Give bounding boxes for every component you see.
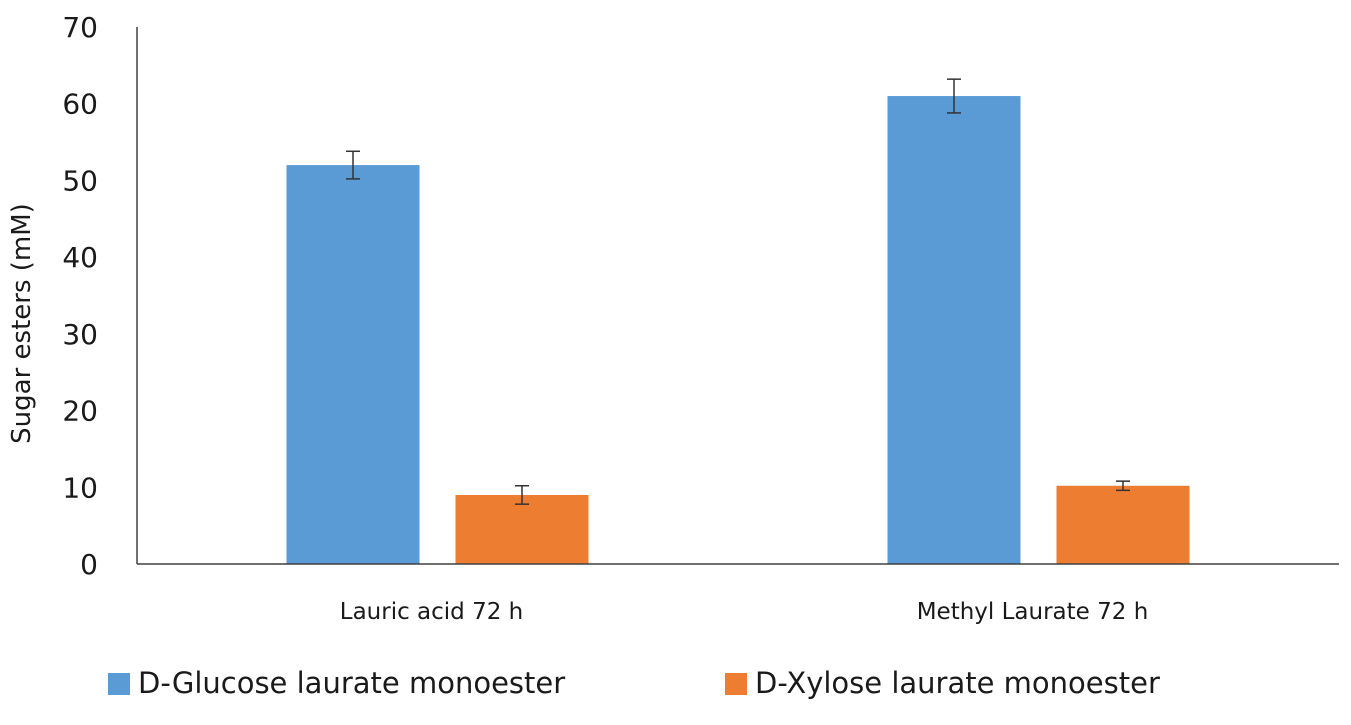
y-axis: 0 10 20 30 40 50 60 70 <box>62 11 138 581</box>
y-tick-label: 0 <box>80 548 98 581</box>
y-tick-label: 60 <box>62 88 98 121</box>
legend-label: D-Glucose laurate monoester <box>138 666 565 700</box>
error-bar <box>515 485 529 505</box>
error-bar <box>1116 480 1130 492</box>
y-tick-label: 70 <box>62 11 98 44</box>
x-tick-label: Lauric acid 72 h <box>340 599 523 625</box>
bar-glucose-1 <box>286 165 420 565</box>
y-tick-label: 10 <box>62 471 98 504</box>
y-axis-title: Sugar esters (mM) <box>7 203 37 444</box>
legend-swatch <box>108 673 130 695</box>
bar-xylose-2 <box>1056 485 1190 564</box>
legend: D-Glucose laurate monoester D-Xylose laur… <box>108 666 1160 700</box>
bar-xylose-1 <box>455 494 589 564</box>
bars <box>286 96 1190 565</box>
y-tick-label: 30 <box>62 318 98 351</box>
error-bar <box>346 150 360 180</box>
legend-label: D-Xylose laurate monoester <box>755 666 1160 700</box>
error-bars <box>346 78 1130 505</box>
legend-item: D-Glucose laurate monoester <box>108 666 565 700</box>
bar-glucose-2 <box>887 96 1021 565</box>
legend-swatch <box>725 673 747 695</box>
y-tick-label: 50 <box>62 164 98 197</box>
x-tick-label: Methyl Laurate 72 h <box>917 599 1149 625</box>
x-axis: Lauric acid 72 h Methyl Laurate 72 h <box>137 563 1339 625</box>
error-bar <box>947 78 961 114</box>
y-tick-label: 40 <box>62 241 98 274</box>
y-tick-label: 20 <box>62 395 98 428</box>
legend-item: D-Xylose laurate monoester <box>725 666 1160 700</box>
